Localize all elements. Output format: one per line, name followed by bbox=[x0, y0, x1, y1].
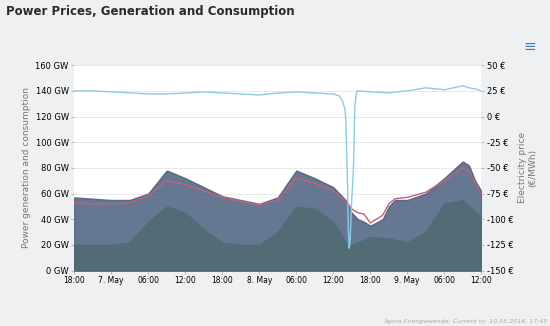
Y-axis label: Electricity price
(€/MWh): Electricity price (€/MWh) bbox=[518, 132, 537, 203]
Text: ≡: ≡ bbox=[524, 39, 536, 54]
Text: Agora Energiewende; Current to: 10.05.2016, 17:45: Agora Energiewende; Current to: 10.05.20… bbox=[383, 319, 547, 324]
Y-axis label: Power generation and consumption: Power generation and consumption bbox=[23, 87, 31, 248]
Text: Power Prices, Generation and Consumption: Power Prices, Generation and Consumption bbox=[6, 5, 294, 18]
